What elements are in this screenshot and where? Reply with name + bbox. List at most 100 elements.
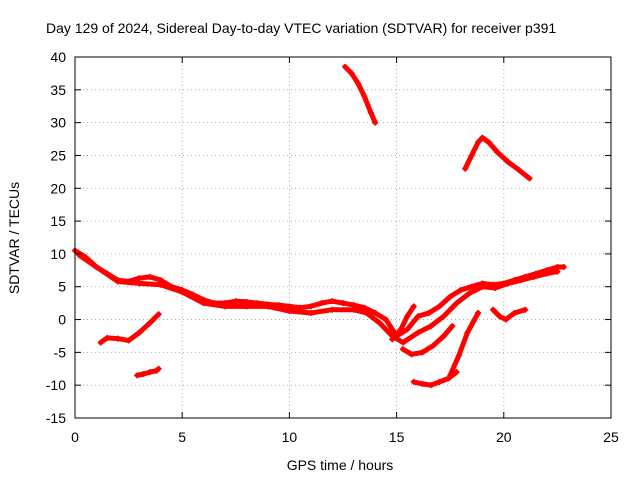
data-point: [179, 288, 186, 295]
x-axis-label: GPS time / hours: [287, 457, 394, 473]
data-point: [505, 280, 512, 287]
data-point: [475, 309, 482, 316]
data-point: [348, 70, 355, 77]
data-point: [363, 309, 370, 316]
data-point: [372, 309, 379, 316]
data-point: [147, 319, 154, 326]
data-point: [404, 326, 411, 333]
data-point: [350, 306, 357, 313]
x-tick-label: 15: [389, 429, 405, 445]
data-point: [511, 309, 518, 316]
data-point: [76, 252, 83, 259]
data-point: [404, 313, 411, 320]
data-point: [114, 335, 121, 342]
x-ticks: 0 5 10 15 20 25: [71, 57, 619, 445]
data-point: [530, 273, 537, 280]
data-point: [457, 287, 464, 294]
data-point: [264, 303, 271, 310]
data-point: [140, 371, 147, 378]
y-tick-label: -5: [54, 344, 67, 360]
data-point: [468, 152, 475, 159]
data-point: [440, 332, 447, 339]
y-tick-label: 20: [50, 180, 66, 196]
data-point: [515, 166, 522, 173]
y-tick-label: 25: [50, 147, 66, 163]
y-tick-label: 15: [50, 213, 66, 229]
data-point: [367, 109, 374, 116]
chart-title: Day 129 of 2024, Sidereal Day-to-day VTE…: [46, 20, 556, 36]
y-tick-label: 30: [50, 115, 66, 131]
x-tick-label: 10: [282, 429, 298, 445]
x-tick-label: 0: [71, 429, 79, 445]
series-dip-arc-d: [447, 310, 481, 378]
series-dip-arc-a: [389, 303, 417, 342]
y-tick-label: -10: [46, 377, 66, 393]
series-dip-arc-e: [490, 307, 528, 322]
data-point: [147, 273, 154, 280]
y-tick-label: 5: [58, 279, 66, 295]
data-point: [408, 351, 415, 358]
data-point: [114, 278, 121, 285]
data-point: [453, 369, 460, 376]
series-main-trend-lower: [76, 252, 560, 345]
data-point: [329, 298, 336, 305]
data-point: [453, 300, 460, 307]
data-point: [232, 298, 239, 305]
data-point: [543, 270, 550, 277]
data-point: [427, 382, 434, 389]
data-point: [155, 311, 162, 318]
data-point: [222, 303, 229, 310]
data-point: [340, 300, 346, 307]
data-point: [104, 334, 111, 341]
data-point: [445, 375, 452, 382]
data-point: [436, 303, 443, 310]
data-point: [468, 283, 475, 290]
data-point: [479, 134, 486, 141]
data-point: [157, 281, 164, 288]
data-point: [410, 378, 417, 385]
y-tick-label: -15: [46, 410, 66, 426]
series-high-arc-2: [462, 135, 532, 181]
data-point: [440, 313, 447, 320]
gridlines: [75, 57, 611, 418]
data-point: [436, 378, 443, 385]
y-tick-label: 35: [50, 82, 66, 98]
data-point: [136, 280, 143, 287]
data-point: [97, 339, 104, 346]
data-point: [496, 313, 503, 320]
data-point: [136, 275, 143, 282]
data-point: [554, 268, 561, 275]
data-point: [397, 326, 404, 333]
data-point: [200, 300, 207, 307]
y-axis-label: SDTVAR / TECUs: [6, 182, 22, 294]
data-point: [376, 319, 383, 326]
data-point: [475, 139, 482, 146]
data-point: [307, 309, 314, 316]
data-point: [464, 329, 471, 336]
y-tick-label: 10: [50, 246, 66, 262]
data-point: [449, 323, 456, 330]
x-tick-label: 5: [178, 429, 186, 445]
data-point: [329, 306, 336, 313]
plot-frame: [74, 56, 612, 419]
data-point: [125, 337, 132, 344]
data-point: [502, 316, 509, 323]
data-point: [419, 380, 426, 387]
data-point: [425, 309, 432, 316]
data-point: [522, 306, 529, 313]
y-ticks: -15 -10 -5 0 5 10 15 20 25 30 35 40: [46, 49, 611, 426]
data-point: [361, 93, 368, 100]
data-point: [517, 277, 524, 284]
y-tick-label: 0: [58, 312, 66, 328]
data-point: [382, 316, 389, 323]
data-point: [286, 308, 293, 315]
data-point: [415, 329, 422, 336]
data-point: [355, 80, 362, 87]
data-point: [447, 293, 454, 300]
data-point: [410, 303, 417, 310]
data-point: [462, 165, 469, 172]
data-point: [361, 304, 368, 311]
data-series: [72, 63, 567, 389]
data-point: [155, 365, 162, 372]
